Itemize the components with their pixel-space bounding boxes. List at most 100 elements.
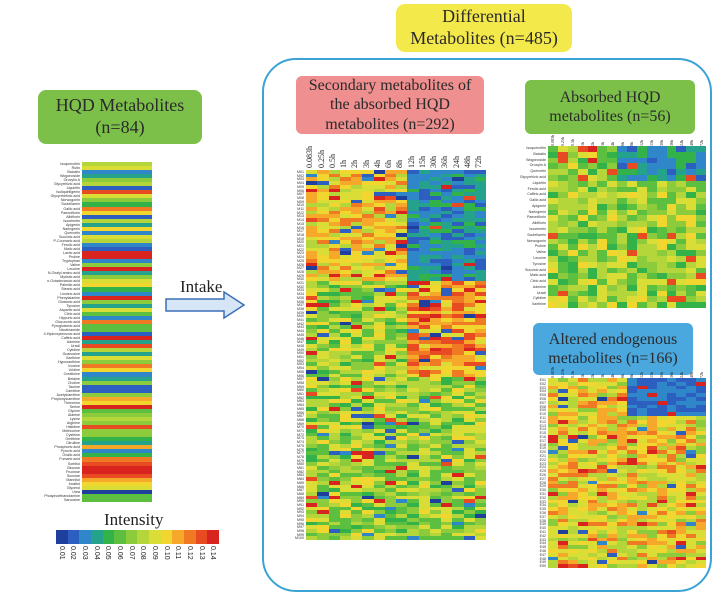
heatmap-cell [429, 373, 442, 378]
heatmap-cell [351, 318, 363, 323]
heatmap-cell [587, 560, 598, 565]
heatmap-cell [686, 526, 697, 531]
heatmap-cell [474, 436, 486, 441]
heatmap-cell [577, 492, 589, 497]
heatmap-cell [317, 295, 330, 301]
differential-metabolites-box: Differential Metabolites (n=485) [396, 4, 572, 52]
heatmap-cell [418, 336, 431, 341]
secondary-time-labels: 0.083h 0.25h 0.5h 1h 2h 3h 4h 6h 8h 12h 15h 30h 36h 2… [305, 120, 486, 168]
heatmap-cell [418, 214, 431, 219]
heatmap-cell [362, 314, 375, 319]
heatmap-cell [607, 385, 618, 390]
heatmap-cell [339, 266, 352, 271]
heatmap-cell [597, 484, 608, 489]
heatmap-cell [597, 431, 608, 436]
heatmap-cell [463, 303, 476, 308]
heatmap-cell [597, 545, 608, 550]
heatmap-cell [567, 238, 579, 245]
heatmap-cell [82, 396, 152, 402]
heatmap-cell [607, 473, 618, 478]
heatmap-cell [418, 177, 431, 182]
heatmap-cell [666, 549, 677, 554]
heatmap-cell [636, 427, 648, 432]
legend-swatch [149, 530, 161, 544]
heatmap-cell [407, 488, 420, 493]
heatmap-cell [373, 303, 386, 308]
heatmap-cell [306, 388, 318, 393]
heatmap-cell [317, 170, 330, 175]
heatmap-cell [656, 549, 668, 554]
heatmap-cell [418, 392, 431, 397]
heatmap-cell [396, 258, 408, 264]
heatmap-cell [463, 355, 476, 360]
heatmap-cell [676, 431, 687, 436]
heatmap-cell [636, 533, 648, 539]
heatmap-cell [384, 528, 397, 534]
heatmap-cell [627, 469, 638, 474]
heatmap-cell [666, 381, 677, 387]
heatmap-cell [407, 207, 420, 212]
heatmap-cell [351, 207, 363, 212]
heatmap-cell [452, 458, 465, 463]
heatmap-cell [607, 511, 618, 516]
heatmap-cell [463, 506, 476, 511]
heatmap-cell [317, 366, 330, 371]
heatmap-cell [418, 244, 431, 249]
heatmap-cell [557, 290, 569, 298]
heatmap-cell [362, 491, 375, 497]
heatmap-cell [82, 283, 152, 289]
heatmap-cell [696, 473, 706, 478]
heatmap-cell [463, 469, 476, 474]
heatmap-cell [396, 454, 408, 460]
heatmap-cell [441, 244, 453, 249]
heatmap-cell [636, 273, 648, 280]
heatmap-cell [607, 215, 618, 222]
heatmap-cell [597, 404, 608, 409]
heatmap-cell [452, 188, 465, 193]
row-label: M90 [297, 499, 304, 504]
heatmap-cell [429, 473, 442, 478]
heatmap-cell [474, 521, 486, 526]
row-label: M88 [297, 491, 304, 496]
heatmap-cell [646, 435, 658, 440]
heatmap-cell [328, 210, 341, 215]
heatmap-cell [463, 277, 476, 282]
intensity-ticks: 0.01 0.02 0.03 0.04 0.05 0.06 0.07 0.08 0.09 0.10… [56, 546, 219, 576]
heatmap-cell [407, 384, 420, 389]
row-label: Inosine [68, 364, 80, 369]
heatmap-cell [557, 146, 569, 153]
heatmap-cell [362, 506, 375, 511]
heatmap-cell [617, 533, 628, 539]
heatmap-cell [351, 454, 363, 460]
heatmap-cell [696, 564, 706, 568]
heatmap-cell [452, 499, 465, 504]
heatmap-cell [339, 421, 352, 426]
heatmap-cell [362, 318, 375, 323]
heatmap-cell [317, 340, 330, 345]
heatmap-cell [339, 292, 352, 297]
heatmap-cell [317, 528, 330, 534]
heatmap-cell [463, 429, 476, 434]
heatmap-cell [317, 532, 330, 537]
heatmap-cell [362, 247, 375, 252]
heatmap-cell [696, 146, 706, 153]
heatmap-cell [696, 541, 706, 546]
heatmap-cell [317, 329, 330, 334]
row-label: M100 [295, 536, 304, 540]
heatmap-cell [396, 314, 408, 319]
heatmap-cell [577, 537, 589, 542]
heatmap-cell [373, 406, 386, 412]
heatmap-cell [587, 476, 598, 482]
heatmap-cell [328, 369, 341, 375]
heatmap-cell [548, 157, 559, 164]
heatmap-cell [636, 522, 648, 527]
heatmap-cell [339, 173, 352, 178]
heatmap-cell [452, 480, 465, 486]
heatmap-cell [82, 425, 152, 430]
heatmap-cell [82, 170, 152, 175]
heatmap-cell [474, 188, 486, 193]
heatmap-cell [441, 258, 453, 264]
heatmap-cell [384, 373, 397, 378]
heatmap-cell [617, 412, 628, 417]
heatmap-cell [627, 514, 638, 520]
